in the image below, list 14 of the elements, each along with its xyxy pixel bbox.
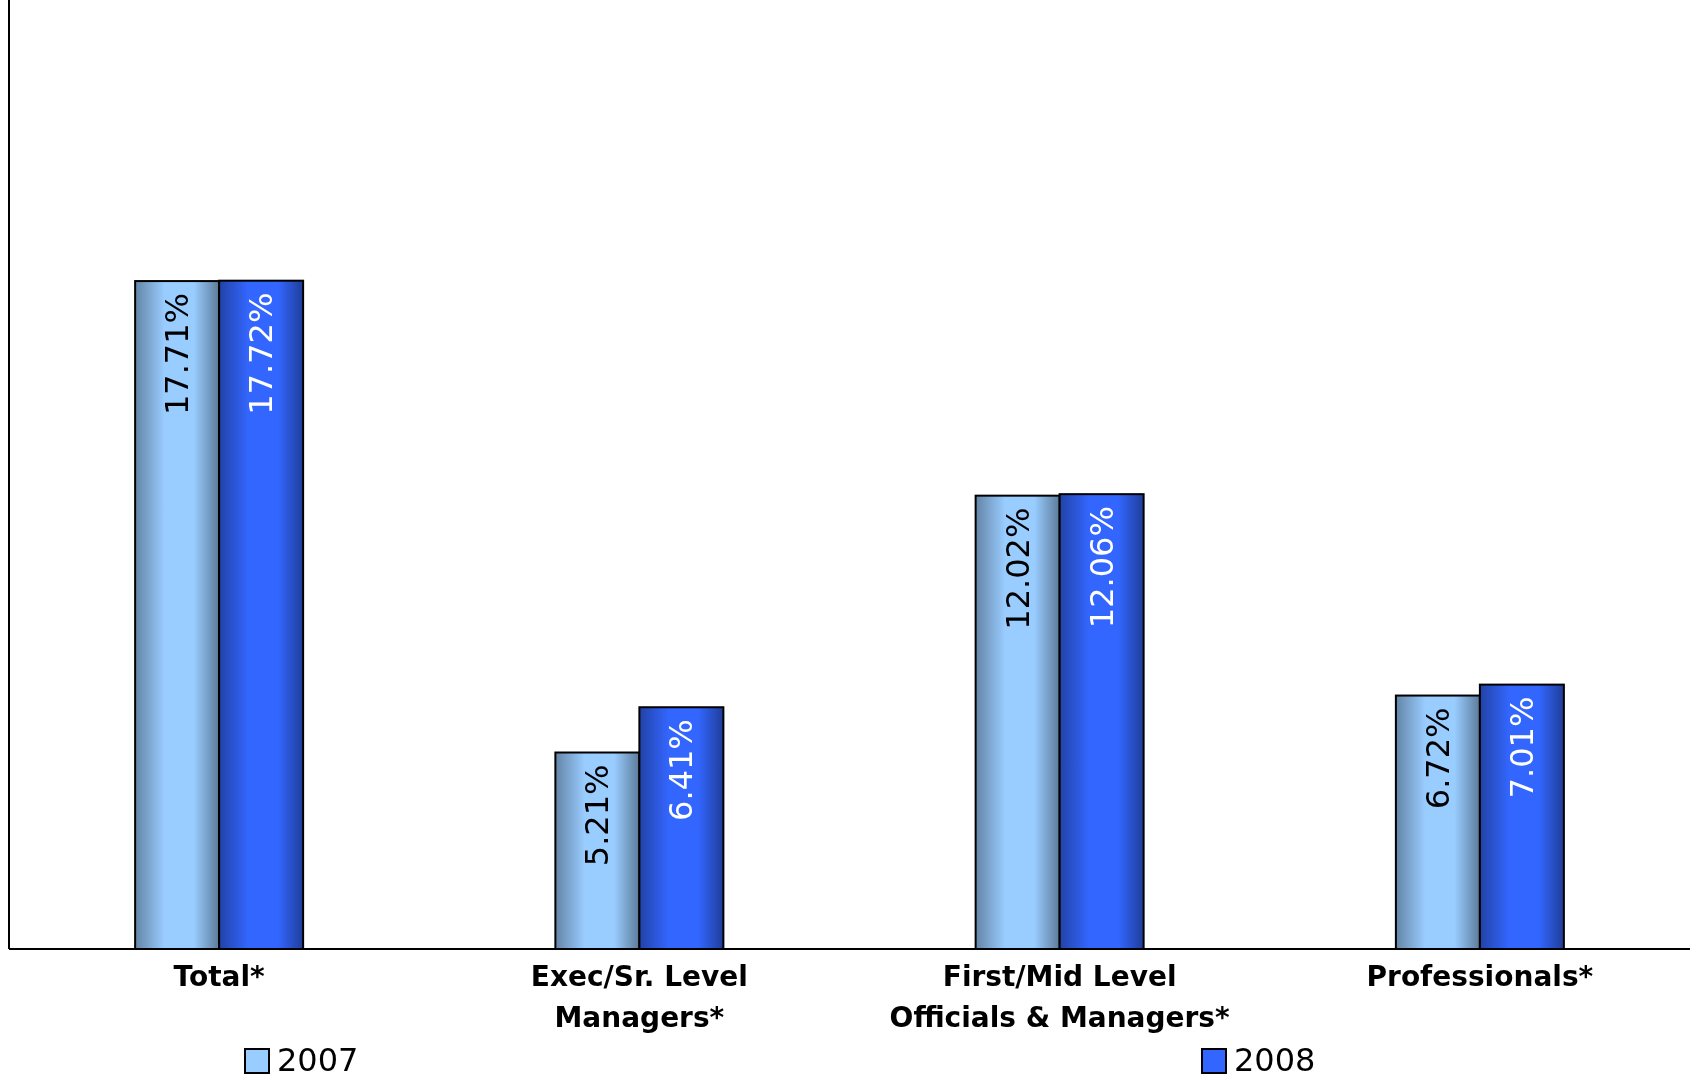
data-label: 12.02% bbox=[998, 507, 1037, 630]
data-label: 17.71% bbox=[158, 293, 197, 416]
x-tick-label: Exec/Sr. Level Managers* bbox=[530, 960, 748, 1034]
data-label: 6.72% bbox=[1418, 707, 1457, 810]
legend-label: 2007 bbox=[277, 1041, 359, 1079]
x-tick-label: Total* bbox=[173, 960, 266, 993]
legend-label: 2008 bbox=[1234, 1041, 1316, 1079]
x-tick-label: Professionals* bbox=[1366, 960, 1594, 993]
data-label: 17.72% bbox=[242, 292, 281, 415]
x-tick-label: First/Mid Level Officials & Managers* bbox=[889, 960, 1230, 1034]
data-label: 12.06% bbox=[1082, 506, 1121, 629]
data-label: 5.21% bbox=[578, 764, 617, 867]
data-label: 7.01% bbox=[1502, 696, 1541, 799]
data-label: 6.41% bbox=[662, 719, 701, 821]
